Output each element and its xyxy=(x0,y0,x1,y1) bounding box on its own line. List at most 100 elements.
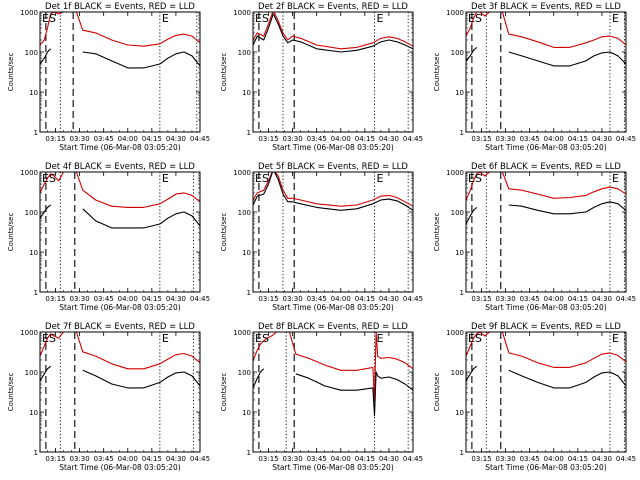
y-tick-label: 10 xyxy=(242,249,251,257)
y-tick-label: 10 xyxy=(455,409,464,417)
annotation-label: ES xyxy=(468,172,482,185)
annotation-label: E xyxy=(376,332,383,345)
x-tick-label: 04:00 xyxy=(331,135,351,143)
y-tick-label: 10 xyxy=(242,89,251,97)
x-tick-label: 04:00 xyxy=(331,455,351,463)
x-tick-label: 04:15 xyxy=(355,295,375,303)
y-tick-label: 1 xyxy=(460,129,464,137)
x-tick-label: 04:00 xyxy=(544,135,564,143)
plot-frame xyxy=(252,11,414,133)
x-tick-label: 04:00 xyxy=(118,295,138,303)
y-axis-label: Counts/sec xyxy=(7,373,15,412)
chart-panel: Det 4f BLACK = Events, RED = LLD Counts/s… xyxy=(7,162,210,312)
y-axis-label: Counts/sec xyxy=(7,213,15,252)
x-tick-label: 04:00 xyxy=(544,455,564,463)
chart-panel: Det 5f BLACK = Events, RED = LLD Counts/s… xyxy=(220,162,423,312)
chart-title: Det 9f BLACK = Events, RED = LLD xyxy=(471,322,621,332)
x-tick-label: 03:30 xyxy=(283,295,303,303)
x-tick-label: 03:15 xyxy=(45,135,65,143)
y-axis-label: Counts/sec xyxy=(433,53,441,92)
y-tick-label: 1 xyxy=(247,129,251,137)
x-tick-label: 04:30 xyxy=(166,135,186,143)
plot-frame xyxy=(465,171,627,293)
y-tick-label: 1000 xyxy=(446,9,464,17)
x-tick-label: 03:15 xyxy=(471,135,491,143)
y-tick-label: 100 xyxy=(25,209,38,217)
x-tick-label: 04:15 xyxy=(568,295,588,303)
x-tick-label: 04:45 xyxy=(616,135,636,143)
annotation-label: ES xyxy=(255,172,269,185)
chart-title: Det 4f BLACK = Events, RED = LLD xyxy=(45,162,195,172)
chart-panel: Det 1f BLACK = Events, RED = LLD Counts/s… xyxy=(7,2,210,152)
y-tick-label: 100 xyxy=(25,369,38,377)
plot-frame xyxy=(252,171,414,293)
x-tick-label: 03:30 xyxy=(496,135,516,143)
x-tick-label: 04:15 xyxy=(568,455,588,463)
x-axis-label: Start Time (06-Mar-08 03:05:20) xyxy=(59,143,181,152)
x-tick-label: 04:30 xyxy=(379,135,399,143)
x-tick-label: 04:00 xyxy=(544,295,564,303)
series-group xyxy=(253,332,413,417)
series-line xyxy=(508,51,626,67)
x-tick-label: 04:15 xyxy=(355,135,375,143)
x-axis-label: Start Time (06-Mar-08 03:05:20) xyxy=(485,143,607,152)
y-tick-label: 1 xyxy=(460,289,464,297)
x-tick-label: 04:45 xyxy=(403,295,423,303)
x-tick-label: 03:45 xyxy=(307,455,327,463)
x-axis-label: Start Time (06-Mar-08 03:05:20) xyxy=(272,463,394,472)
series-line xyxy=(508,369,626,389)
chart-panel: Det 8f BLACK = Events, RED = LLD Counts/s… xyxy=(220,322,423,472)
series-line xyxy=(40,172,200,208)
annotation-label: ES xyxy=(468,332,482,345)
y-tick-label: 10 xyxy=(455,249,464,257)
series-group xyxy=(40,12,200,69)
annotation-label: E xyxy=(612,12,619,25)
x-tick-label: 03:30 xyxy=(496,295,516,303)
series-line xyxy=(40,12,200,47)
series-line xyxy=(40,365,52,382)
y-tick-label: 1 xyxy=(247,289,251,297)
series-line xyxy=(253,368,265,389)
y-tick-label: 1 xyxy=(34,289,38,297)
y-axis-label: Counts/sec xyxy=(7,53,15,92)
y-tick-label: 10 xyxy=(29,89,38,97)
x-tick-label: 04:30 xyxy=(166,455,186,463)
series-group xyxy=(466,12,626,67)
x-axis-label: Start Time (06-Mar-08 03:05:20) xyxy=(59,303,181,312)
series-group xyxy=(466,172,626,225)
x-tick-label: 04:15 xyxy=(568,135,588,143)
chart-panel: Det 3f BLACK = Events, RED = LLD Counts/s… xyxy=(433,2,636,152)
x-tick-label: 04:15 xyxy=(142,455,162,463)
x-tick-label: 04:30 xyxy=(379,455,399,463)
x-tick-label: 04:30 xyxy=(379,295,399,303)
y-tick-label: 1 xyxy=(34,449,38,457)
x-tick-label: 03:45 xyxy=(307,135,327,143)
y-tick-label: 10 xyxy=(29,249,38,257)
chart-title: Det 6f BLACK = Events, RED = LLD xyxy=(471,162,621,172)
x-tick-label: 03:30 xyxy=(283,135,303,143)
x-tick-label: 04:00 xyxy=(118,135,138,143)
x-axis-label: Start Time (06-Mar-08 03:05:20) xyxy=(59,463,181,472)
chart-title: Det 7f BLACK = Events, RED = LLD xyxy=(45,322,195,332)
series-line xyxy=(253,12,413,50)
x-tick-label: 03:15 xyxy=(45,295,65,303)
series-line xyxy=(82,369,200,389)
series-line xyxy=(253,332,413,401)
y-tick-label: 1 xyxy=(247,449,251,457)
x-tick-label: 04:45 xyxy=(403,455,423,463)
chart-panel: Det 6f BLACK = Events, RED = LLD Counts/s… xyxy=(433,162,636,312)
series-line xyxy=(466,12,626,48)
x-axis-label: Start Time (06-Mar-08 03:05:20) xyxy=(485,303,607,312)
plot-frame xyxy=(39,171,201,293)
y-tick-label: 100 xyxy=(238,369,251,377)
annotation-label: ES xyxy=(255,332,269,345)
chart-panel: Det 2f BLACK = Events, RED = LLD Counts/s… xyxy=(220,2,423,152)
series-line xyxy=(82,51,200,69)
annotation-label: E xyxy=(376,12,383,25)
series-line xyxy=(466,332,626,368)
series-line xyxy=(40,332,200,370)
x-axis-label: Start Time (06-Mar-08 03:05:20) xyxy=(485,463,607,472)
y-axis-label: Counts/sec xyxy=(220,373,228,412)
chart-title: Det 1f BLACK = Events, RED = LLD xyxy=(45,2,195,12)
series-line xyxy=(82,208,200,229)
